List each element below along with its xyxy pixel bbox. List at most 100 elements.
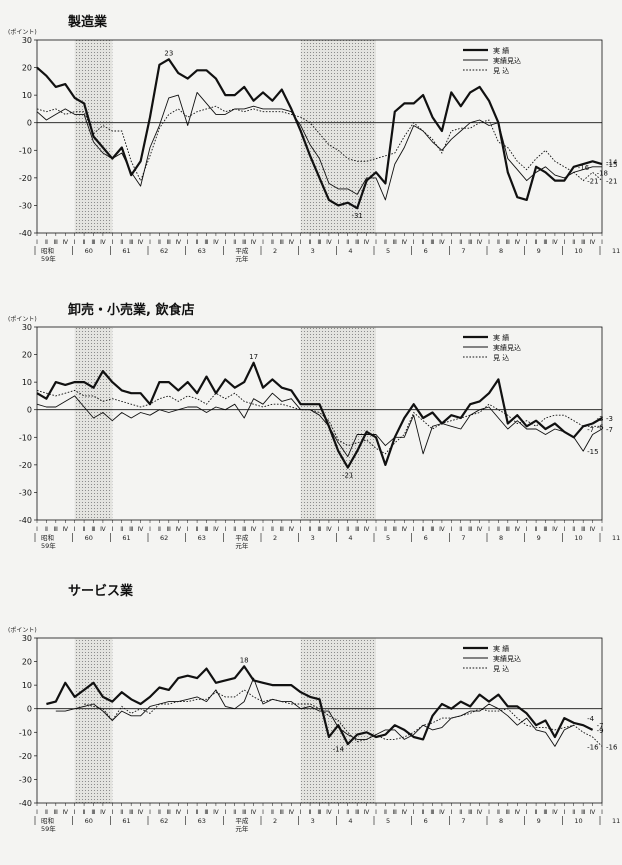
data-label: -3 <box>597 415 604 423</box>
series-line-estimate <box>36 91 602 201</box>
chart-title: 卸売・小売業, 飲食店 <box>68 302 194 318</box>
x-quarter-label: Ⅳ <box>552 809 558 816</box>
x-quarter-label: Ⅲ <box>242 809 246 816</box>
x-quarter-label: Ⅰ <box>187 526 189 533</box>
x-quarter-label: Ⅳ <box>326 526 332 533</box>
data-label: 17 <box>249 353 258 361</box>
legend-label-estimate: 実績見込 <box>493 343 521 352</box>
y-tick-label: 20 <box>22 658 32 667</box>
x-quarter-label: Ⅲ <box>204 526 208 533</box>
x-quarter-label: Ⅳ <box>514 239 520 246</box>
x-quarter-label: Ⅲ <box>280 809 284 816</box>
x-quarter-label: Ⅰ <box>450 239 452 246</box>
data-label: -6 <box>597 423 605 431</box>
data-label: -16 <box>587 743 599 751</box>
x-quarter-label: Ⅰ <box>262 809 264 816</box>
x-quarter-label: Ⅳ <box>552 526 558 533</box>
x-quarter-label: Ⅲ <box>91 809 95 816</box>
x-quarter-label: Ⅲ <box>468 809 472 816</box>
x-year-label: 4 <box>348 817 352 825</box>
shaded-period-2 <box>300 327 376 520</box>
x-quarter-label: Ⅳ <box>138 809 144 816</box>
data-label: -16 <box>606 743 618 751</box>
x-year-label: 63 <box>198 534 206 542</box>
x-year-label: 7 <box>461 817 465 825</box>
x-quarter-label: Ⅳ <box>439 809 445 816</box>
data-label: 18 <box>240 656 249 664</box>
x-quarter-label: Ⅳ <box>62 809 68 816</box>
y-tick-label: -40 <box>19 516 32 525</box>
x-year-label: 4 <box>348 534 352 542</box>
x-quarter-label: Ⅰ <box>300 526 302 533</box>
x-quarter-label: Ⅰ <box>36 809 38 816</box>
x-year-label: 62 <box>160 534 168 542</box>
x-quarter-label: Ⅲ <box>54 809 58 816</box>
x-quarter-label: Ⅱ <box>83 526 86 533</box>
y-tick-label: -20 <box>19 752 32 761</box>
x-quarter-label: Ⅳ <box>590 239 596 246</box>
data-label: -15 <box>587 448 598 456</box>
x-year-label: 59年 <box>41 541 56 550</box>
x-quarter-label: Ⅱ <box>535 809 538 816</box>
data-label: -7 <box>606 426 613 434</box>
x-quarter-label: Ⅲ <box>581 239 585 246</box>
series-line-actual <box>36 58 603 210</box>
x-quarter-label: Ⅰ <box>375 239 377 246</box>
x-quarter-label: Ⅰ <box>337 526 339 533</box>
x-quarter-label: Ⅳ <box>251 526 257 533</box>
x-quarter-label: Ⅳ <box>100 526 106 533</box>
x-quarter-label: Ⅱ <box>535 526 538 533</box>
y-tick-label: 20 <box>22 351 32 360</box>
x-year-label: 6 <box>424 534 428 542</box>
x-quarter-label: Ⅳ <box>590 809 596 816</box>
x-quarter-label: Ⅲ <box>129 809 133 816</box>
x-year-label: 6 <box>424 247 428 255</box>
x-quarter-label: Ⅱ <box>45 809 48 816</box>
x-quarter-label: Ⅳ <box>401 239 407 246</box>
x-quarter-label: Ⅲ <box>355 526 359 533</box>
x-quarter-label: Ⅳ <box>138 239 144 246</box>
x-quarter-label: Ⅲ <box>543 526 547 533</box>
x-quarter-label: Ⅱ <box>158 809 161 816</box>
data-label: -21 <box>342 472 353 480</box>
y-tick-label: -20 <box>19 461 32 470</box>
x-quarter-label: Ⅰ <box>526 239 528 246</box>
x-quarter-label: Ⅳ <box>401 526 407 533</box>
x-quarter-label: Ⅳ <box>514 526 520 533</box>
x-quarter-label: Ⅲ <box>167 526 171 533</box>
data-label: -4 <box>587 715 595 723</box>
data-label: -7 <box>587 426 594 434</box>
x-quarter-label: Ⅱ <box>384 239 387 246</box>
x-year-label: 昭和 <box>41 246 54 255</box>
y-tick-label: -30 <box>19 488 32 497</box>
x-quarter-label: Ⅱ <box>83 239 86 246</box>
x-quarter-label: Ⅲ <box>317 526 321 533</box>
data-label: -14 <box>606 158 618 166</box>
x-quarter-label: Ⅱ <box>572 809 575 816</box>
x-quarter-label: Ⅱ <box>459 239 462 246</box>
x-quarter-label: Ⅱ <box>459 809 462 816</box>
x-year-label: 6 <box>424 817 428 825</box>
data-label: -9 <box>597 727 604 735</box>
x-quarter-label: Ⅱ <box>459 526 462 533</box>
x-quarter-label: Ⅰ <box>375 526 377 533</box>
x-quarter-label: Ⅱ <box>346 809 349 816</box>
x-quarter-label: Ⅳ <box>213 239 219 246</box>
x-quarter-label: Ⅳ <box>401 809 407 816</box>
x-quarter-label: Ⅲ <box>506 239 510 246</box>
x-year-label: 11 <box>612 817 620 825</box>
chart-title: サービス業 <box>68 583 134 599</box>
data-label: 23 <box>164 49 173 57</box>
x-quarter-label: Ⅰ <box>149 239 151 246</box>
shaded-period-1 <box>74 638 113 803</box>
y-tick-label: -20 <box>19 174 32 183</box>
x-quarter-label: Ⅱ <box>309 239 312 246</box>
x-quarter-label: Ⅱ <box>120 239 123 246</box>
x-quarter-label: Ⅰ <box>563 809 565 816</box>
x-year-label: 62 <box>160 247 168 255</box>
series-line-estimate <box>36 392 603 458</box>
y-tick-label: -10 <box>19 146 32 155</box>
x-quarter-label: Ⅰ <box>563 526 565 533</box>
